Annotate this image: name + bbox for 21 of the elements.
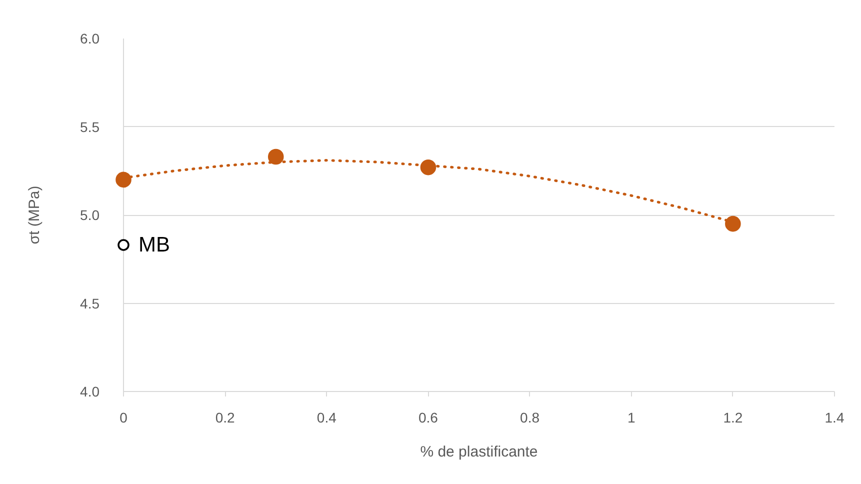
x-tick-label: 0.2 bbox=[215, 410, 236, 426]
x-tick-label: 1 bbox=[627, 410, 636, 426]
x-tick-label: 0.4 bbox=[316, 410, 337, 426]
x-axis-title: % de plastificante bbox=[420, 444, 538, 460]
y-tick-label: 5.0 bbox=[80, 207, 100, 223]
x-tick-label: 1.2 bbox=[723, 410, 743, 426]
x-tick-label: 0.8 bbox=[520, 410, 540, 426]
y-tick-label: 4.5 bbox=[80, 295, 100, 312]
x-tick-label: 0 bbox=[120, 410, 128, 426]
y-tick-label: 4.0 bbox=[80, 384, 100, 400]
point bbox=[118, 239, 130, 251]
x-tick-label: 0.6 bbox=[418, 410, 438, 426]
point bbox=[268, 148, 284, 165]
point bbox=[116, 172, 132, 188]
y-tick-label: 5.5 bbox=[80, 118, 100, 135]
x-tick-label: 1.4 bbox=[824, 410, 844, 426]
series-label: MB bbox=[138, 234, 170, 257]
y-axis-title: σt (MPa) bbox=[26, 186, 44, 244]
y-tick-label: 6.0 bbox=[80, 30, 100, 46]
point bbox=[725, 216, 741, 232]
point bbox=[420, 159, 436, 176]
